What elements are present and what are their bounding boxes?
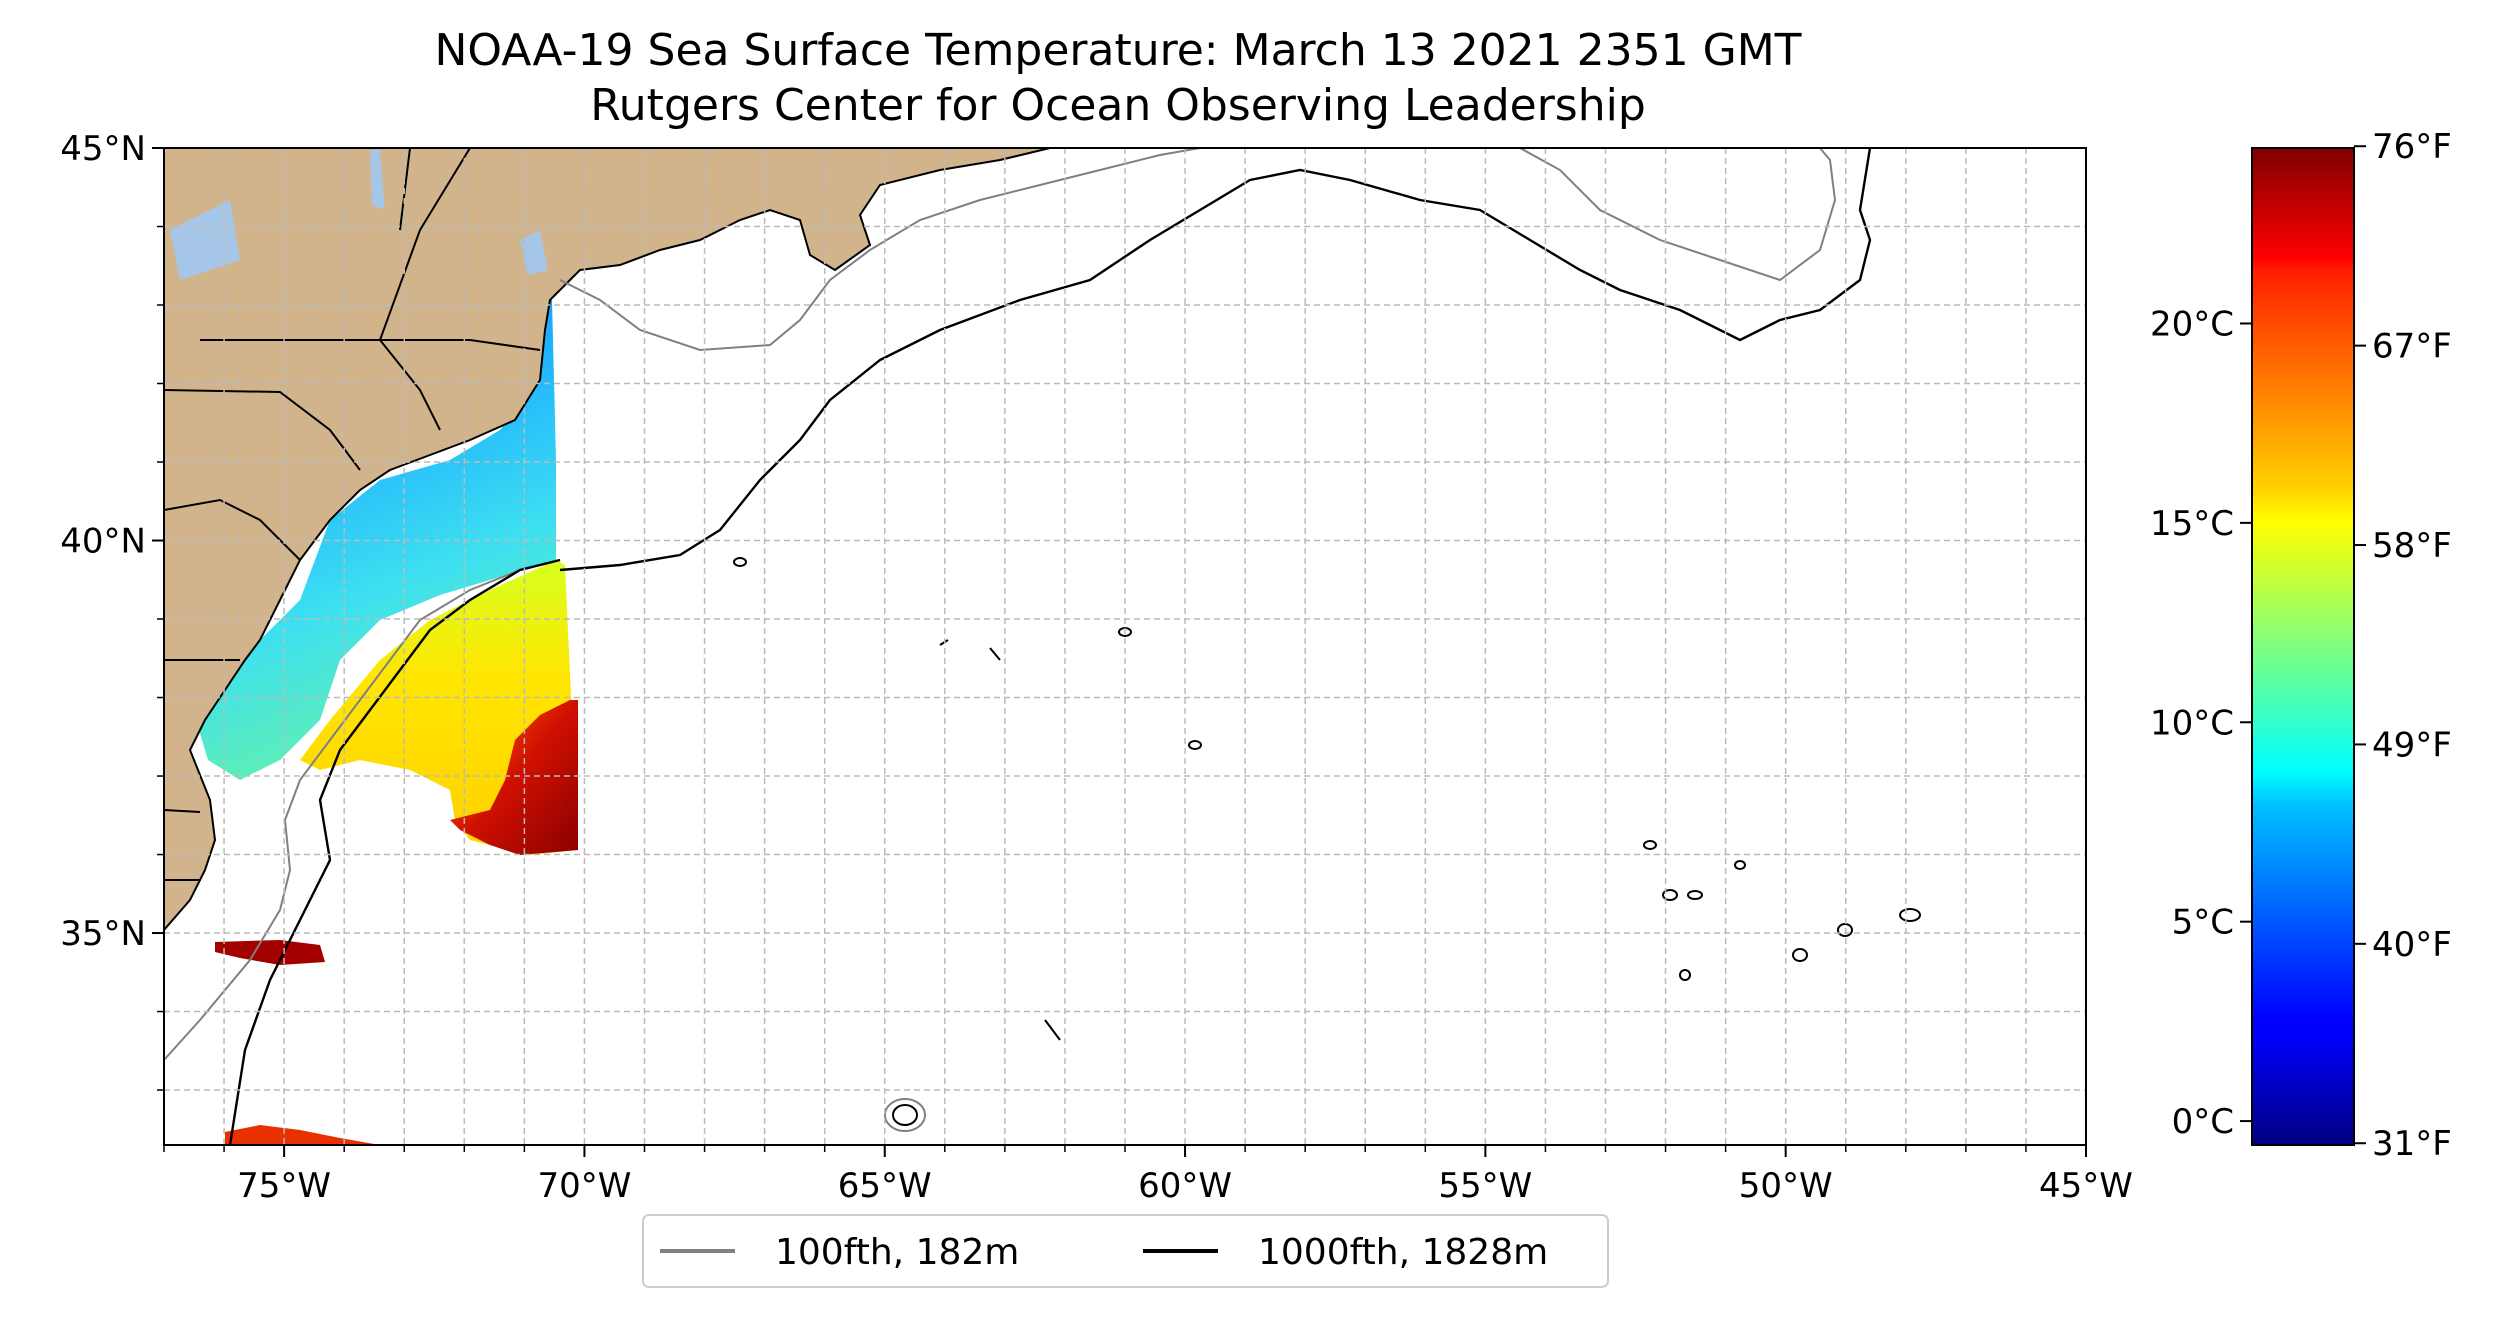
colorbar-celsius-label: 0°C xyxy=(2172,1102,2234,1142)
x-axis-ticks: 75°W 70°W 65°W 60°W 55°W 50°W 45°W xyxy=(163,1145,2133,1206)
y-axis-ticks: 45°N 40°N 35°N xyxy=(60,129,164,1091)
x-tick-label: 65°W xyxy=(838,1166,932,1206)
colorbar-fahrenheit-label: 49°F xyxy=(2372,725,2452,765)
sst-swath xyxy=(190,300,578,1145)
colorbar-celsius-label: 5°C xyxy=(2172,903,2234,943)
legend-box xyxy=(642,1214,1609,1288)
sst-region-cold xyxy=(190,300,556,780)
colorbar-celsius-label: 10°C xyxy=(2150,703,2234,743)
colorbar-fahrenheit-label: 40°F xyxy=(2372,925,2452,965)
colorbar-gradient xyxy=(2251,147,2355,1146)
legend-label-100fth: 100fth, 182m xyxy=(775,1232,1019,1273)
sst-region-south-edge xyxy=(225,1125,380,1145)
y-tick-label: 45°N xyxy=(60,129,146,169)
y-tick-label: 35°N xyxy=(60,914,146,954)
contour-1000fth xyxy=(228,148,1872,1145)
seamount-contours xyxy=(733,557,1921,1132)
map-title: NOAA-19 Sea Surface Temperature: March 1… xyxy=(434,25,1801,76)
contour-legend: 100fth, 182m 1000fth, 1828m xyxy=(642,1214,1609,1288)
colorbar-celsius-ticks: 0°C 5°C 10°C 15°C 20°C xyxy=(2150,304,2252,1142)
x-tick-label: 60°W xyxy=(1138,1166,1232,1206)
colorbar-celsius-label: 15°C xyxy=(2150,504,2234,544)
colorbar-fahrenheit-ticks: 31°F 40°F 49°F 58°F 67°F 76°F xyxy=(2354,127,2452,1164)
x-tick-label: 55°W xyxy=(1438,1166,1532,1206)
temperature-colorbar: 0°C 5°C 10°C 15°C 20°C 31°F 40°F 49°F 58°F 67°F 7… xyxy=(2150,127,2452,1164)
sst-region-gulf-stream-south xyxy=(215,940,325,965)
colorbar-fahrenheit-label: 31°F xyxy=(2372,1124,2452,1164)
x-tick-label: 50°W xyxy=(1739,1166,1833,1206)
y-tick-label: 40°N xyxy=(60,522,146,562)
sst-region-gulf-stream xyxy=(450,700,578,855)
state-borders xyxy=(164,148,541,881)
legend-label-1000fth: 1000fth, 1828m xyxy=(1258,1232,1548,1273)
map-panel: 75°W 70°W 65°W 60°W 55°W 50°W 45°W 45°N 40°N 35°… xyxy=(60,129,2133,1206)
map-frame xyxy=(163,147,2087,1146)
map-subtitle: Rutgers Center for Ocean Observing Leade… xyxy=(590,80,1646,131)
colorbar-fahrenheit-label: 58°F xyxy=(2372,526,2452,566)
colorbar-fahrenheit-label: 76°F xyxy=(2372,127,2452,167)
colorbar-fahrenheit-label: 67°F xyxy=(2372,327,2452,367)
x-tick-label: 70°W xyxy=(537,1166,631,1206)
lakes xyxy=(170,150,548,280)
land-mass xyxy=(164,148,1051,932)
colorbar-celsius-label: 20°C xyxy=(2150,304,2234,344)
x-tick-label: 45°W xyxy=(2039,1166,2133,1206)
contour-100fth xyxy=(164,148,1837,1061)
x-tick-label: 75°W xyxy=(237,1166,331,1206)
